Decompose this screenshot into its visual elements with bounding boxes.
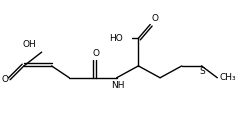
Text: NH: NH (111, 81, 125, 90)
Text: O: O (1, 75, 8, 84)
Text: O: O (151, 15, 158, 24)
Text: O: O (92, 49, 99, 58)
Text: OH: OH (22, 40, 36, 49)
Text: CH₃: CH₃ (219, 73, 236, 82)
Text: HO: HO (109, 34, 123, 43)
Text: S: S (200, 67, 205, 76)
